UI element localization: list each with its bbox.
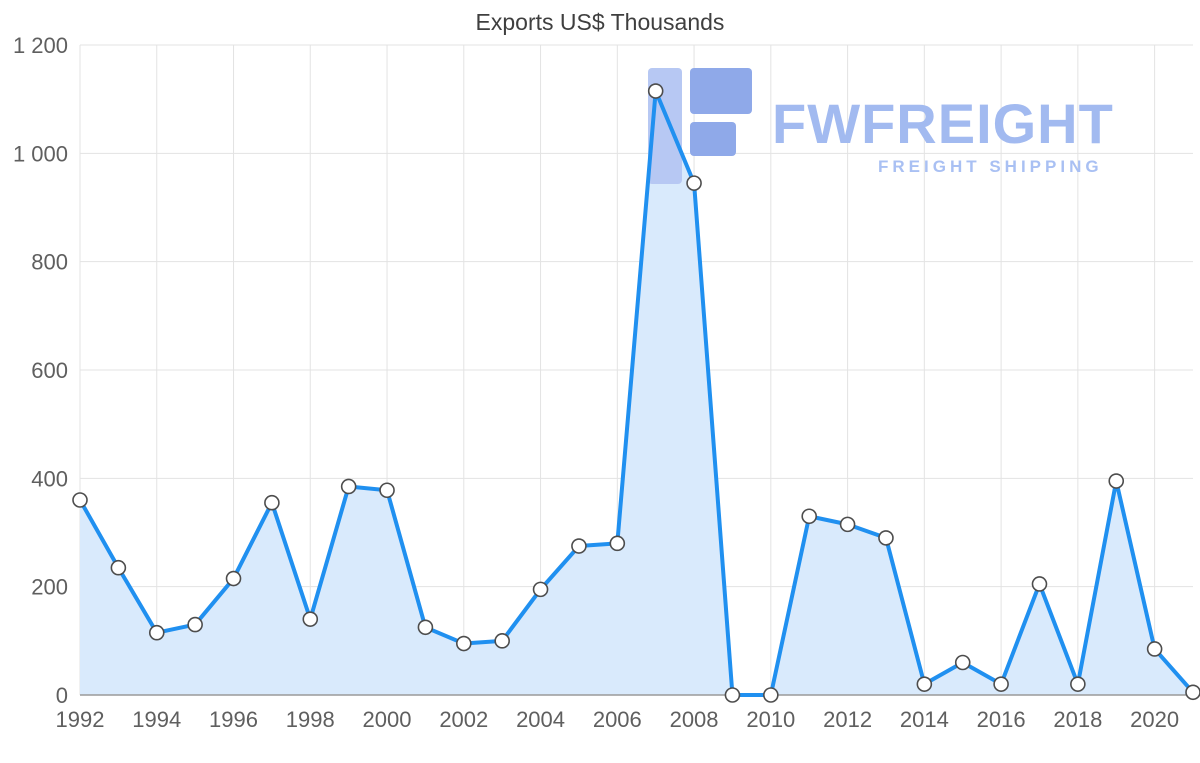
data-point[interactable]	[417, 619, 434, 636]
x-tick-label: 1994	[132, 707, 181, 732]
y-tick-label: 800	[31, 250, 68, 275]
data-point[interactable]	[1185, 684, 1200, 701]
data-point[interactable]	[763, 687, 779, 703]
x-tick-label: 2014	[900, 707, 949, 732]
data-point[interactable]	[801, 508, 818, 525]
x-tick-label: 1996	[209, 707, 258, 732]
x-tick-label: 1998	[286, 707, 335, 732]
data-point[interactable]	[264, 494, 280, 511]
watermark-tagline: FREIGHT SHIPPING	[878, 157, 1103, 176]
data-point[interactable]	[1146, 641, 1163, 657]
data-point[interactable]	[302, 611, 319, 627]
data-point[interactable]	[455, 635, 472, 652]
x-tick-label: 1992	[56, 707, 105, 732]
data-point[interactable]	[340, 478, 357, 495]
data-point[interactable]	[571, 538, 587, 554]
y-tick-label: 1 000	[13, 141, 68, 166]
y-tick-label: 600	[31, 358, 68, 383]
exports-line	[78, 89, 1195, 697]
x-tick-label: 2002	[439, 707, 488, 732]
data-point[interactable]	[379, 482, 395, 499]
chart-title: Exports US$ Thousands	[475, 9, 725, 35]
data-point[interactable]	[187, 616, 203, 633]
data-point[interactable]	[148, 624, 165, 641]
data-point[interactable]	[647, 83, 664, 99]
data-point[interactable]	[916, 676, 933, 692]
data-point[interactable]	[993, 676, 1009, 692]
x-tick-label: 2000	[363, 707, 412, 732]
x-tick-label: 2006	[593, 707, 642, 732]
x-tick-label: 2016	[977, 707, 1026, 732]
data-point[interactable]	[1070, 676, 1086, 692]
data-point[interactable]	[494, 633, 510, 649]
area-fill	[80, 91, 1193, 695]
x-tick-label: 2012	[823, 707, 872, 732]
data-point[interactable]	[839, 516, 856, 533]
x-tick-label: 2004	[516, 707, 565, 732]
data-point[interactable]	[724, 687, 741, 703]
data-point[interactable]	[878, 530, 894, 546]
data-point[interactable]	[1108, 473, 1125, 489]
watermark-name: FWFREIGHT	[772, 92, 1114, 155]
x-tick-label: 2008	[670, 707, 719, 732]
y-tick-label: 200	[31, 575, 68, 600]
y-tick-label: 400	[31, 466, 68, 491]
data-point[interactable]	[225, 570, 242, 587]
data-point[interactable]	[532, 581, 549, 598]
logo-mark-top-block	[690, 68, 752, 114]
data-point[interactable]	[110, 559, 127, 576]
logo-mark-mid-block	[690, 122, 736, 156]
data-point[interactable]	[954, 654, 971, 671]
data-point[interactable]	[1031, 576, 1048, 592]
data-point[interactable]	[72, 492, 88, 508]
y-tick-label: 0	[56, 683, 68, 708]
x-tick-label: 2010	[746, 707, 795, 732]
y-tick-label: 1 200	[13, 33, 68, 58]
data-point[interactable]	[609, 535, 626, 552]
x-tick-label: 2018	[1053, 707, 1102, 732]
x-tick-label: 2020	[1130, 707, 1179, 732]
data-point[interactable]	[686, 175, 702, 191]
watermark-logo: FWFREIGHT FREIGHT SHIPPING	[648, 68, 1114, 184]
